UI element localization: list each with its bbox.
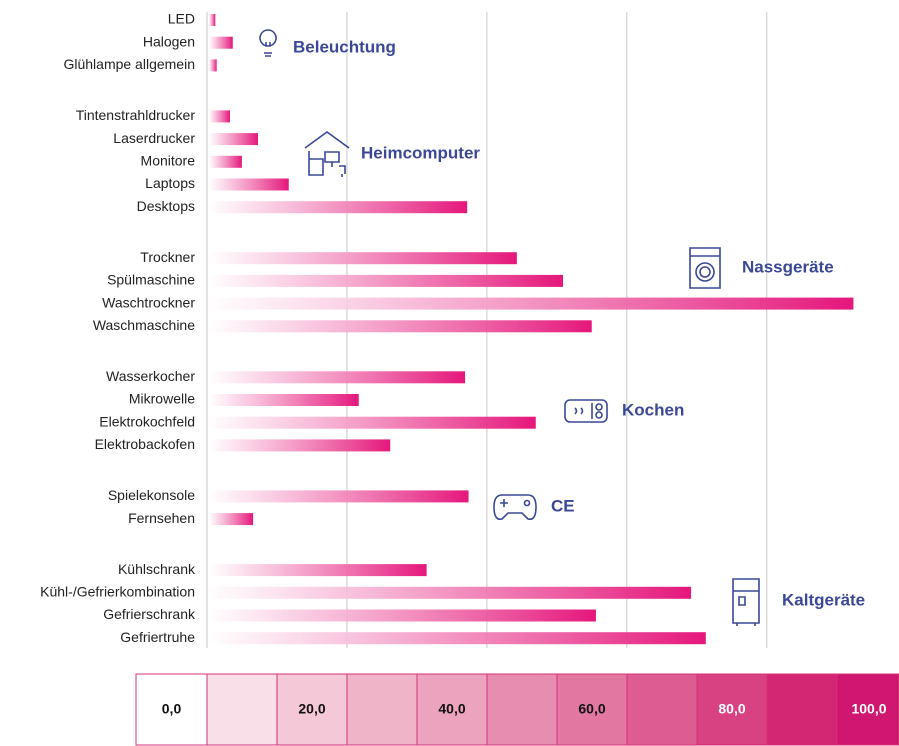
legend-cell xyxy=(416,673,488,746)
legend-label: 40,0 xyxy=(438,701,465,717)
y-tick-label: Wasserkocher xyxy=(106,368,195,384)
legend-cell xyxy=(626,673,698,746)
y-tick-label: Spülmaschine xyxy=(107,272,195,288)
y-tick-label: Halogen xyxy=(143,33,195,49)
group-annotation: Nassgeräte xyxy=(689,247,834,289)
y-tick-label: Laptops xyxy=(145,175,195,191)
y-tick-label: Waschmaschine xyxy=(93,317,195,333)
group-label: Beleuchtung xyxy=(293,37,396,56)
group-annotation: Kaltgeräte xyxy=(732,578,865,626)
icon-bulb xyxy=(259,29,277,57)
icon-computer xyxy=(304,131,350,177)
bar xyxy=(209,36,233,49)
y-tick-label: LED xyxy=(168,11,195,27)
bar xyxy=(209,320,592,333)
y-tick-label: Monitore xyxy=(141,153,196,169)
group-label: Nassgeräte xyxy=(742,257,834,276)
bar xyxy=(209,609,596,622)
y-tick-label: Kühlschrank xyxy=(118,561,196,577)
legend-cell xyxy=(206,673,278,746)
legend-cell xyxy=(766,673,838,746)
y-tick-label: Mikrowelle xyxy=(129,391,195,407)
y-tick-label: Elektrobackofen xyxy=(95,436,195,452)
y-tick-label: Spielekonsole xyxy=(108,487,195,503)
y-tick-label: Glühlampe allgemein xyxy=(63,56,195,72)
group-label: CE xyxy=(551,496,575,515)
y-tick-label: Gefriertruhe xyxy=(120,629,195,645)
icon-hob-detail xyxy=(574,403,593,419)
group-annotation: CE xyxy=(493,494,575,521)
legend-cell xyxy=(346,673,418,746)
legend-cell xyxy=(836,673,899,746)
legend-cell xyxy=(135,673,208,746)
icon-knob xyxy=(595,403,603,411)
bar xyxy=(209,416,536,429)
icon-hob xyxy=(564,399,608,423)
bar xyxy=(209,59,217,72)
bar xyxy=(209,564,427,577)
group-label: Kochen xyxy=(622,400,684,419)
y-tick-label: Waschtrockner xyxy=(102,294,195,310)
legend-label: 20,0 xyxy=(298,701,325,717)
bar xyxy=(209,14,216,26)
icon-knob xyxy=(595,411,603,419)
legend-cell xyxy=(556,673,628,746)
y-tick-label: Elektrokochfeld xyxy=(99,413,195,429)
group-annotation: Beleuchtung xyxy=(259,29,396,57)
y-tick-label: Trockner xyxy=(140,249,195,265)
bar xyxy=(209,178,289,191)
bar xyxy=(209,155,242,168)
icon-btn xyxy=(523,499,531,507)
group-annotation: Heimcomputer xyxy=(304,131,480,177)
group-label: Kaltgeräte xyxy=(782,590,865,609)
bar xyxy=(209,632,706,645)
icon-drum-inner xyxy=(699,266,711,278)
icon-gamepad xyxy=(493,494,537,521)
y-tick-label: Laserdrucker xyxy=(113,130,195,146)
group-label: Heimcomputer xyxy=(361,143,480,162)
bar xyxy=(209,110,230,123)
y-tick-label: Kühl-/Gefrierkombination xyxy=(40,584,195,600)
y-tick-label: Tintenstrahldrucker xyxy=(76,107,196,123)
bar xyxy=(209,371,466,384)
icon-fridge xyxy=(732,578,760,626)
legend-label: 100,0 xyxy=(851,701,886,717)
bar xyxy=(209,274,564,287)
bar xyxy=(209,490,469,503)
y-tick-label: Fernsehen xyxy=(128,510,195,526)
bar xyxy=(209,133,258,146)
bar xyxy=(209,201,468,214)
group-annotation: Kochen xyxy=(564,399,684,423)
bar xyxy=(209,297,854,310)
legend-cell xyxy=(696,673,768,746)
legend-cell xyxy=(276,673,348,746)
y-tick-label: Desktops xyxy=(137,198,195,214)
icon-washer xyxy=(689,247,721,289)
bar xyxy=(209,439,391,452)
bar xyxy=(209,586,692,599)
legend-label: 60,0 xyxy=(578,701,605,717)
icon-drum xyxy=(695,262,715,282)
bar xyxy=(209,252,517,265)
legend-label: 0,0 xyxy=(162,701,182,717)
bar xyxy=(209,394,359,406)
y-tick-label: Gefrierschrank xyxy=(103,606,196,622)
bar xyxy=(209,513,254,526)
legend-label: 80,0 xyxy=(718,701,745,717)
legend-cell xyxy=(486,673,558,746)
